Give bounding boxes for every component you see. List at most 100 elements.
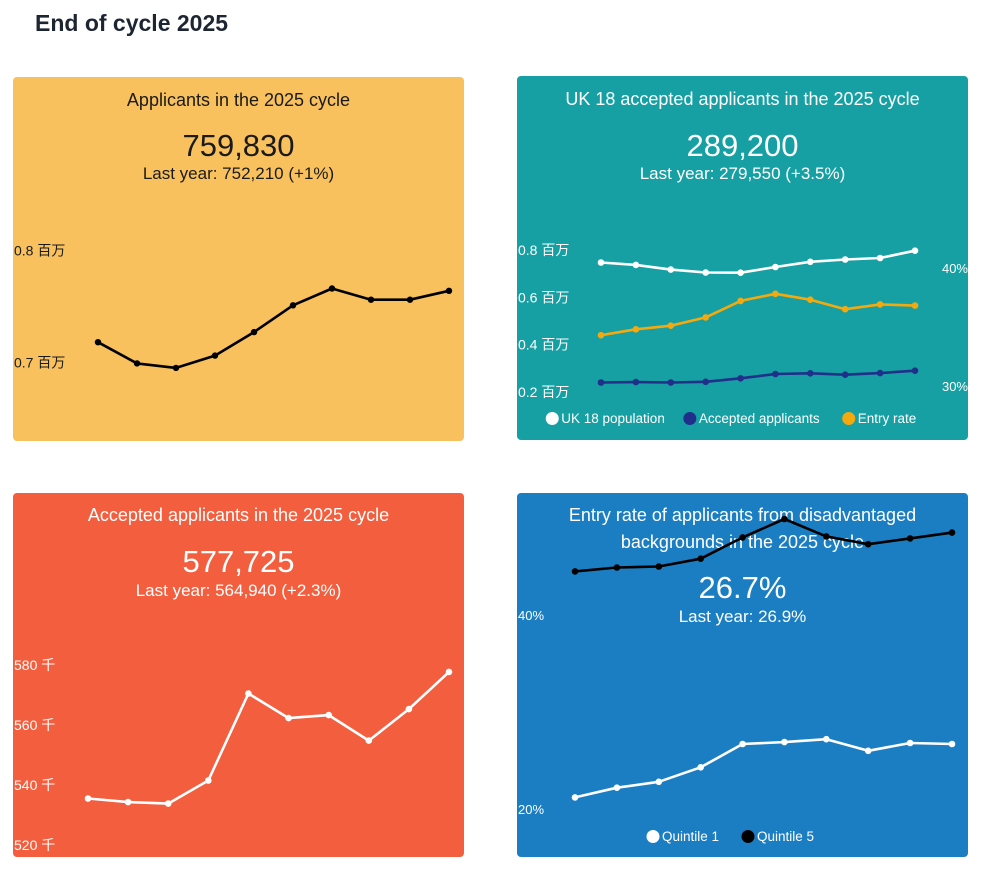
uk18-series-3-point [772, 290, 779, 298]
applicants-series-1-point [172, 364, 180, 372]
uk18-series-line-1 [600, 249, 916, 274]
accepted-last-year: Last year: 564,940 (+2.3%) [135, 581, 342, 600]
disadv-series-1-point [613, 784, 621, 791]
disadv-series-1-point [655, 778, 663, 786]
disadv-series-2-point [739, 534, 746, 541]
uk18-series-2-point [597, 379, 605, 386]
disadv-series-1-point [781, 738, 788, 746]
uk18-chart: 0.2 百万 0.4 百万 0.6 百万 0.8 百万 30% 40% UK 18 popu… [518, 242, 968, 426]
uk18-series-3-point [632, 326, 640, 333]
disadv-value: 26.7% [698, 570, 787, 605]
uk18-series-line-2 [600, 369, 916, 384]
accepted-series-1-point [325, 711, 333, 719]
disadv-series-1-point [948, 740, 956, 748]
uk18-series-3-point [807, 296, 814, 303]
disadv-series-1-point [571, 794, 579, 801]
uk18-y-tick-label: 0.4 百万 [518, 337, 569, 353]
disadv-series-1-point [864, 747, 872, 755]
disadv-series-2-point [948, 529, 956, 536]
disadv-series-line-2 [574, 517, 953, 573]
applicants-series-line-1 [97, 287, 450, 370]
applicants-card: Applicants in the 2025 cycle 759,830 Las… [13, 77, 464, 441]
applicants-series-1-point [406, 296, 414, 303]
uk18-series-2-point [807, 370, 814, 377]
accepted-card-title: Accepted applicants in the 2025 cycle [87, 505, 390, 525]
uk18-series-2-point [702, 378, 709, 386]
uk18-legend-label: Accepted applicants [699, 411, 820, 426]
applicants-series-1-point [289, 302, 297, 309]
disadv-series-2-point [823, 533, 830, 540]
applicants-value: 759,830 [182, 128, 295, 163]
applicants-chart: 0.7 百万 0.8 百万 [14, 243, 453, 372]
disadv-series-2-point [571, 568, 579, 575]
uk18-series-1-point [702, 269, 709, 276]
disadv-last-year: Last year: 26.9% [678, 607, 807, 626]
uk18-series-1-point [667, 266, 675, 273]
disadv-card-title-line2: backgrounds in the 2025 cycle [620, 532, 865, 552]
uk18-series-3-point [702, 314, 709, 321]
accepted-series-1-point [285, 714, 292, 722]
uk18-series-line-3 [600, 292, 916, 337]
applicants-series-1-point [367, 296, 375, 303]
accepted-series-1-point [365, 737, 373, 744]
applicants-series-1-point [328, 285, 336, 292]
uk18-series-1-point [737, 269, 744, 276]
uk18-series-3-point [597, 331, 605, 339]
accepted-series-1-point [405, 705, 413, 713]
accepted-series-1-point [84, 795, 92, 802]
disadv-series-2-point [613, 564, 621, 571]
uk18-y2-tick-label: 30% [942, 379, 968, 394]
uk18-series-2-point [876, 369, 884, 377]
uk18-series-1-point [632, 261, 640, 269]
disadv-series-2-point [697, 555, 704, 562]
disadv-chart: 20% 40% Quintile 1 Quintile 5 [518, 515, 956, 844]
uk18-series-2-point [911, 367, 919, 375]
accepted-series-1-point [164, 800, 172, 807]
accepted-card: Accepted applicants in the 2025 cycle 57… [13, 493, 464, 857]
disadv-series-1-point [823, 735, 830, 743]
disadv-card-title-line1: Entry rate of applicants from disadvanta… [568, 505, 917, 525]
applicants-last-year: Last year: 752,210 (+1%) [142, 164, 335, 183]
applicants-series-1-point [94, 339, 102, 346]
uk18-series-2-point [632, 378, 640, 386]
accepted-y-tick-label: 540 千 [14, 777, 55, 793]
uk18-series-1-point [911, 247, 919, 254]
uk18-series-2-point [841, 371, 849, 379]
accepted-series-1-point [445, 668, 453, 676]
disadv-series-1-point [739, 740, 746, 748]
uk18-series-1-point [807, 258, 814, 266]
uk18-last-year: Last year: 279,550 (+3.5%) [639, 164, 846, 183]
accepted-series-line-1 [87, 670, 450, 805]
accepted-y-tick-label: 580 千 [14, 657, 55, 673]
uk18-series-3-point [667, 322, 675, 329]
uk18-legend-label: Entry rate [858, 411, 917, 426]
disadv-legend-label: Quintile 1 [662, 829, 719, 844]
applicants-y-tick-label: 0.8 百万 [14, 243, 65, 259]
accepted-value: 577,725 [182, 544, 295, 579]
disadv-legend-label: Quintile 5 [757, 829, 814, 844]
applicants-series-1-point [445, 287, 453, 294]
disadv-y-tick-label: 20% [518, 802, 544, 817]
uk18-y-tick-label: 0.6 百万 [518, 289, 569, 305]
applicants-series-1-point [211, 352, 219, 359]
accepted-series-1-point [205, 777, 212, 784]
applicants-series-1-point [250, 328, 258, 336]
accepted-series-1-point [124, 798, 132, 806]
uk18-series-3-point [911, 302, 919, 309]
uk18-y-tick-label: 0.2 百万 [518, 384, 569, 400]
applicants-y-tick-label: 0.7 百万 [14, 354, 65, 370]
disadv-series-2-point [906, 535, 914, 542]
disadv-series-2-point [864, 540, 872, 548]
accepted-series-1-point [245, 690, 252, 697]
uk18-legend-marker [842, 412, 856, 425]
uk18-series-1-point [876, 254, 884, 262]
uk18-series-2-point [772, 370, 779, 378]
uk18-series-1-point [772, 263, 779, 271]
accepted-y-tick-label: 520 千 [14, 837, 55, 853]
uk18-card-title: UK 18 accepted applicants in the 2025 cy… [565, 89, 920, 109]
uk18-legend-marker [683, 412, 697, 425]
uk18-series-3-point [841, 305, 849, 313]
disadv-card: Entry rate of applicants from disadvanta… [517, 493, 968, 857]
page-title: End of cycle 2025 [35, 10, 229, 36]
uk18-series-2-point [737, 375, 744, 382]
